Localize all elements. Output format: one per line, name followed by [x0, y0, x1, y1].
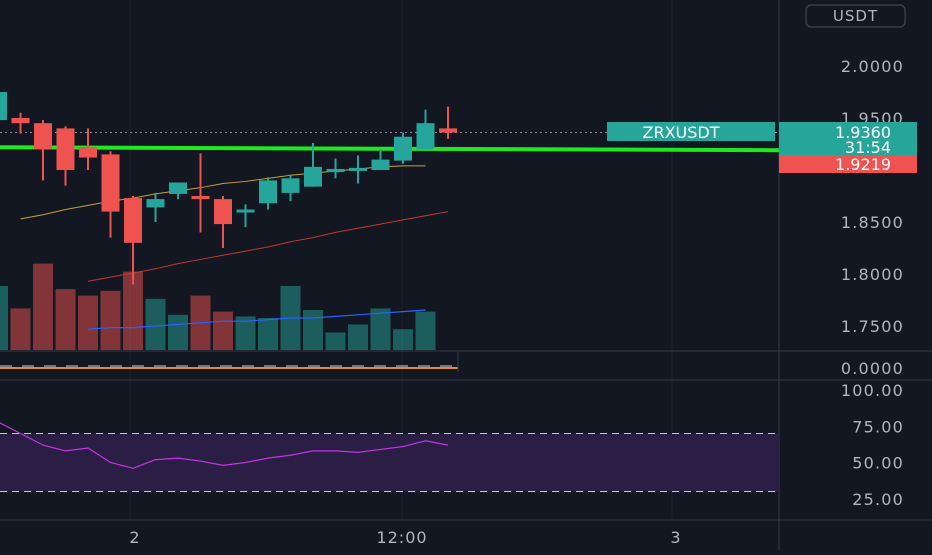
currency-button-frame[interactable] [805, 4, 906, 28]
candle-body [326, 168, 345, 173]
volume-bar [168, 314, 188, 350]
rsi-tick-label: 100.00 [841, 381, 904, 400]
candle-body [79, 147, 97, 158]
time-axis[interactable]: 2 12:00 3 [129, 528, 681, 547]
volume-bar [123, 271, 143, 350]
volume-bar [55, 289, 76, 350]
currency-button[interactable]: USDT [805, 4, 906, 28]
rsi-tick-label: 75.00 [852, 417, 904, 436]
candle-body [349, 167, 367, 171]
ma-slow-line [87, 211, 449, 282]
support-price-tag: 1.9219 [779, 155, 917, 174]
candle-body [124, 198, 142, 243]
countdown-value: 31:54 [845, 138, 891, 157]
volume-bars [0, 263, 436, 350]
candle-body [394, 136, 412, 161]
candle-body [236, 209, 255, 213]
rsi-polyline [0, 422, 449, 469]
candle-body [11, 118, 30, 124]
volume-bar [348, 324, 368, 350]
volume-bar [370, 308, 391, 350]
candle-body [101, 154, 120, 212]
volume-bar [213, 311, 233, 350]
support-price-tag-bg [779, 155, 917, 173]
candle-body [146, 199, 165, 208]
price-tick-label: 1.8500 [841, 213, 904, 232]
volume-bar [415, 311, 436, 350]
candle-body [416, 123, 435, 150]
time-tick-label: 2 [129, 528, 140, 547]
oscillator-pane [0, 352, 459, 372]
candle-body [304, 166, 322, 187]
volume-bar [33, 263, 53, 350]
rsi-band [0, 433, 779, 492]
volume-bar [100, 290, 121, 350]
price-tick-label: 2.0000 [841, 57, 904, 76]
currency-button-label[interactable]: USDT [833, 7, 878, 25]
support-price-value: 1.9219 [835, 155, 891, 174]
time-tick-label: 12:00 [376, 528, 427, 547]
volume-bar [0, 286, 8, 350]
volume-bar [78, 295, 98, 350]
last-price-value: 1.9360 [835, 123, 891, 142]
volume-ma-line [87, 309, 426, 330]
price-tick-label: 1.8000 [841, 265, 904, 284]
candle-body [281, 178, 300, 193]
candle-body [34, 123, 52, 150]
volume-bar [10, 308, 31, 350]
last-price-tag-bg [779, 122, 917, 155]
rsi-tick-label: 50.00 [852, 454, 904, 473]
candle-body [371, 159, 390, 170]
candle-body [56, 128, 75, 170]
symbol-tag-label: ZRXUSDT [643, 123, 720, 142]
price-tick-label: 1.7500 [841, 317, 904, 336]
candle-body [439, 128, 457, 133]
rsi-band-fill [0, 433, 779, 492]
candles [0, 92, 457, 285]
candle-body [191, 196, 210, 200]
candle-body [169, 182, 187, 194]
volume-ma [87, 309, 426, 330]
volume-bar [258, 318, 278, 350]
candle-body [0, 92, 7, 121]
rsi-line [0, 422, 449, 469]
symbol-tag-bg [607, 122, 775, 141]
support-line-stroke [0, 145, 780, 153]
rsi-tick-label: 25.00 [852, 490, 904, 509]
oscillator-tick-label: 0.0000 [841, 359, 904, 378]
volume-bar [145, 298, 166, 350]
time-tick-label: 3 [670, 528, 681, 547]
last-price-tag: 1.9360 31:54 [779, 122, 917, 157]
volume-bar [303, 310, 323, 350]
candle-body [259, 180, 277, 204]
symbol-tag: ZRXUSDT [607, 122, 775, 142]
volume-bar [325, 332, 346, 350]
candle-body [214, 199, 232, 225]
volume-bar [393, 329, 413, 350]
volume-bar [235, 316, 256, 350]
support-line[interactable] [0, 145, 780, 153]
